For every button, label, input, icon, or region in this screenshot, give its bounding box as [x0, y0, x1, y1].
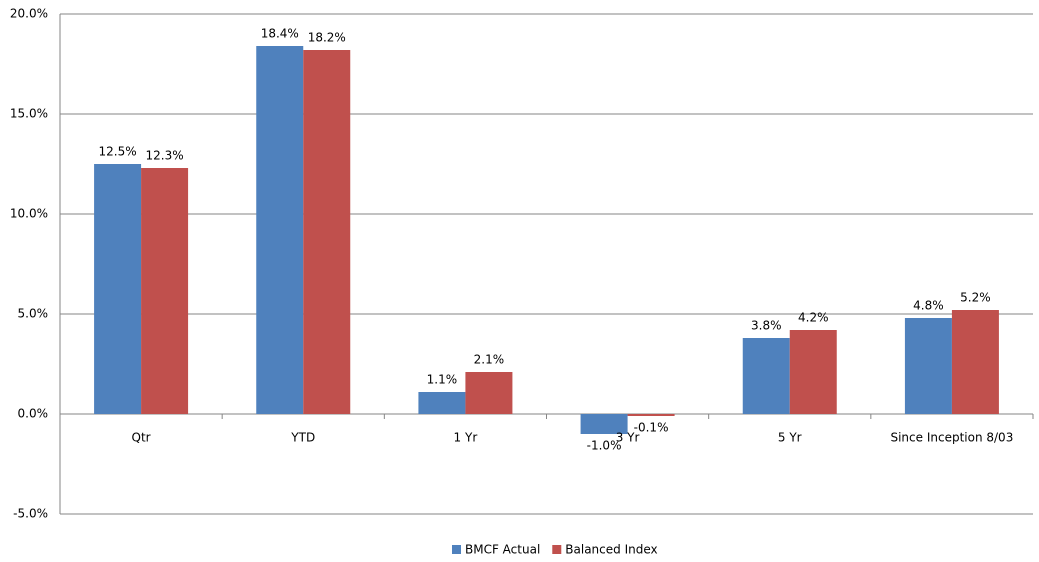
- bar: [951, 310, 999, 414]
- value-label: 2.1%: [474, 353, 505, 367]
- y-tick-label: 0.0%: [18, 407, 49, 421]
- x-tick-label: YTD: [290, 431, 315, 445]
- bar: [256, 46, 304, 414]
- bar: [303, 50, 351, 414]
- value-label: 18.2%: [308, 31, 346, 45]
- legend-label: BMCF Actual: [465, 543, 540, 557]
- value-label: -1.0%: [587, 439, 622, 453]
- bar: [742, 338, 790, 414]
- value-label: 12.3%: [146, 149, 184, 163]
- x-tick-label: Qtr: [132, 431, 151, 445]
- bar: [580, 414, 628, 434]
- value-label: -0.1%: [634, 421, 669, 435]
- bar: [904, 318, 952, 414]
- y-tick-label: 20.0%: [10, 7, 48, 21]
- legend-label: Balanced Index: [565, 543, 657, 557]
- bar: [465, 372, 513, 414]
- bar: [418, 392, 466, 414]
- value-label: 18.4%: [261, 27, 299, 41]
- x-tick-label: Since Inception 8/03: [890, 431, 1013, 445]
- legend-swatch: [552, 545, 562, 554]
- value-label: 4.8%: [913, 299, 944, 313]
- bar: [141, 168, 189, 414]
- value-label: 4.2%: [798, 311, 829, 325]
- y-tick-label: 15.0%: [10, 107, 48, 121]
- bar: [627, 414, 675, 416]
- bar: [94, 164, 142, 414]
- value-label: 1.1%: [427, 373, 458, 387]
- value-label: 12.5%: [99, 145, 137, 159]
- x-tick-label: 1 Yr: [454, 431, 478, 445]
- value-label: 3.8%: [751, 319, 782, 333]
- value-label: 5.2%: [960, 291, 991, 305]
- legend-swatch: [452, 545, 461, 554]
- y-tick-label: -5.0%: [13, 507, 48, 521]
- x-tick-label: 5 Yr: [778, 431, 802, 445]
- y-tick-label: 5.0%: [18, 307, 49, 321]
- x-tick-label: 3 Yr: [616, 431, 640, 445]
- y-tick-label: 10.0%: [10, 207, 48, 221]
- bar: [789, 330, 837, 414]
